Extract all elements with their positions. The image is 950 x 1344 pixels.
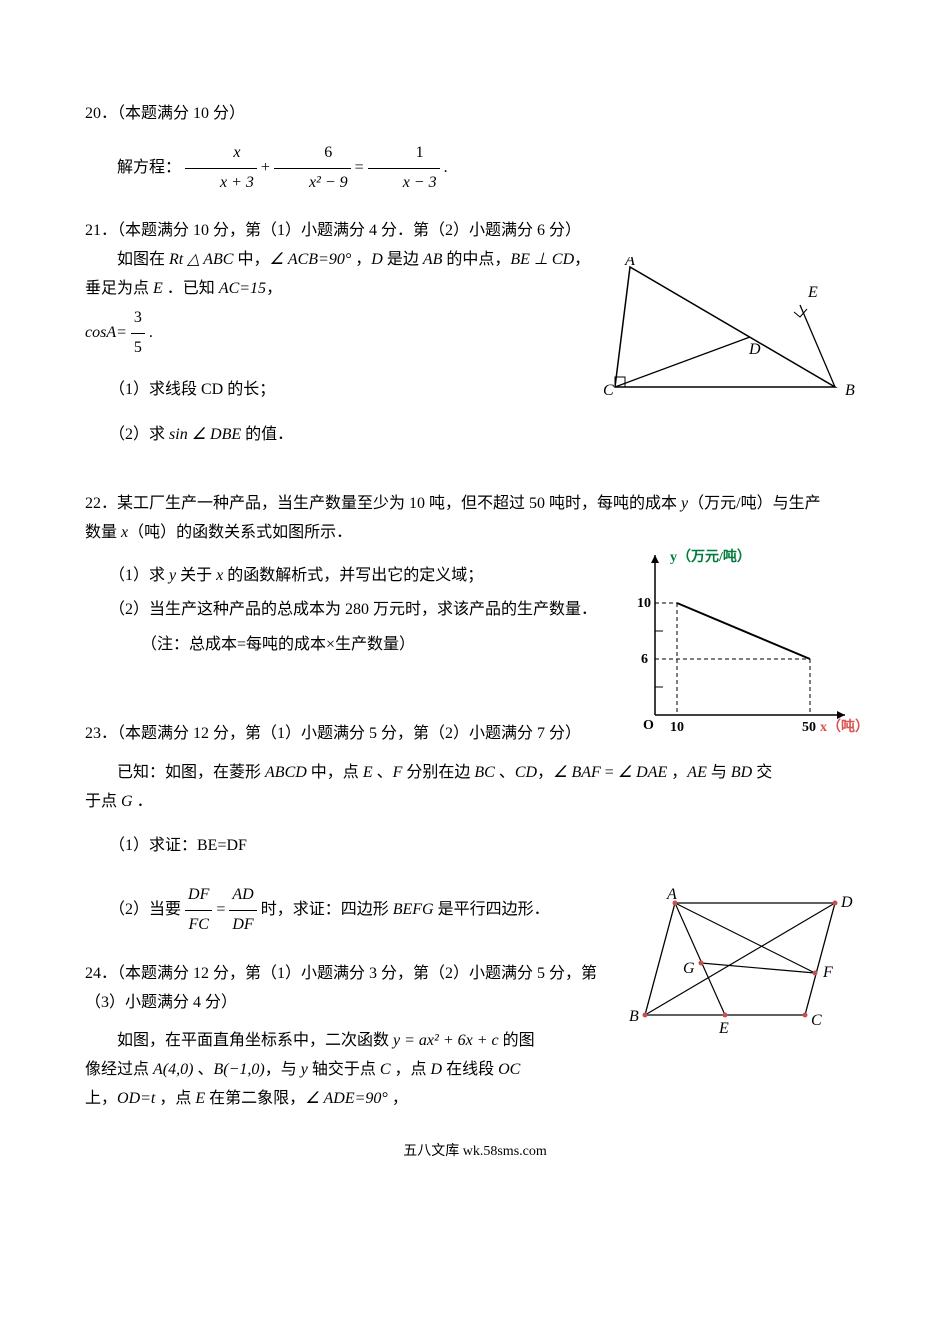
svg-text:E: E — [807, 284, 818, 301]
q24-title: 24．（本题满分 12 分，第（1）小题满分 3 分，第（2）小题满分 5 分，… — [85, 960, 865, 1018]
y-axis-label: y（万元/吨） — [670, 548, 751, 565]
frac-6-over-x2m9: 6 x² − 9 — [274, 139, 351, 198]
svg-text:D: D — [748, 341, 761, 358]
svg-text:A: A — [666, 886, 677, 903]
q21-title: 21．（本题满分 10 分，第（1）小题满分 4 分．第（2）小题满分 6 分） — [85, 217, 865, 246]
svg-text:D: D — [840, 894, 853, 911]
frac-ad-df: AD DF — [229, 881, 256, 940]
svg-text:C: C — [603, 382, 614, 399]
triangle-abc — [615, 267, 835, 387]
q21-figure: A B C D E — [595, 257, 865, 418]
q23-title: 23．（本题满分 12 分，第（1）小题满分 5 分，第（2）小题满分 7 分） — [85, 720, 865, 749]
q22-title: 22．某工厂生产一种产品，当生产数量至少为 10 吨，但不超过 50 吨时，每吨… — [85, 490, 865, 519]
q24-body-l2: 像经过点 A(4,0) 、B(−1,0)，与 y 轴交于点 C ，点 D 在线段… — [85, 1056, 865, 1085]
page-footer: 五八文库 wk.58sms.com — [0, 1139, 950, 1164]
q23-body-line2: 于点 G ． — [85, 788, 865, 817]
q23: 23．（本题满分 12 分，第（1）小题满分 5 分，第（2）小题满分 7 分）… — [85, 720, 865, 940]
q20-title: 20．（本题满分 10 分） — [85, 100, 865, 129]
y-tick-10: 10 — [637, 596, 651, 611]
point-d — [833, 900, 838, 905]
q20: 20．（本题满分 10 分） 解方程： x x + 3 + 6 x² − 9 =… — [85, 100, 865, 197]
q22-title-line2: 数量 x（吨）的函数关系式如图所示． — [85, 519, 865, 548]
q24: 24．（本题满分 12 分，第（1）小题满分 3 分，第（2）小题满分 5 分，… — [85, 960, 865, 1114]
q22: 22．某工厂生产一种产品，当生产数量至少为 10 吨，但不超过 50 吨时，每吨… — [85, 490, 865, 660]
triangle-abc-svg: A B C D E — [595, 257, 865, 407]
x-arrow-icon — [837, 711, 845, 719]
segment-be — [800, 305, 835, 387]
q23-part1: （1）求证：BE=DF — [85, 832, 865, 861]
frac-x-over-xplus3: x x + 3 — [185, 139, 257, 198]
q21: 21．（本题满分 10 分，第（1）小题满分 4 分．第（2）小题满分 6 分）… — [85, 217, 865, 450]
y-arrow-icon — [651, 555, 659, 563]
q24-body-l3: 上，OD=t ，点 E 在第二象限，∠ ADE=90° ， — [85, 1085, 865, 1114]
frac-3-5: 3 5 — [131, 304, 145, 363]
cost-line — [677, 603, 810, 659]
q24-body-l1: 如图，在平面直角坐标系中，二次函数 y = ax² + 6x + c 的图 — [85, 1027, 865, 1056]
q23-body: 已知：如图，在菱形 ABCD 中，点 E 、F 分别在边 BC 、CD，∠ BA… — [85, 759, 865, 788]
svg-text:A: A — [624, 257, 635, 269]
q20-lead: 解方程： — [117, 159, 181, 176]
svg-text:B: B — [845, 382, 855, 399]
q21-part2: （2）求 sin ∠ DBE 的值． — [85, 421, 865, 450]
q20-equation: 解方程： x x + 3 + 6 x² − 9 = 1 x − 3 . — [85, 139, 865, 198]
frac-1-over-xm3: 1 x − 3 — [368, 139, 440, 198]
frac-df-fc: DF FC — [185, 881, 212, 940]
cost-chart-svg: y（万元/吨） x（吨） O 6 10 10 50 — [615, 545, 865, 745]
segment-cd — [615, 337, 750, 387]
y-tick-6: 6 — [641, 652, 648, 667]
